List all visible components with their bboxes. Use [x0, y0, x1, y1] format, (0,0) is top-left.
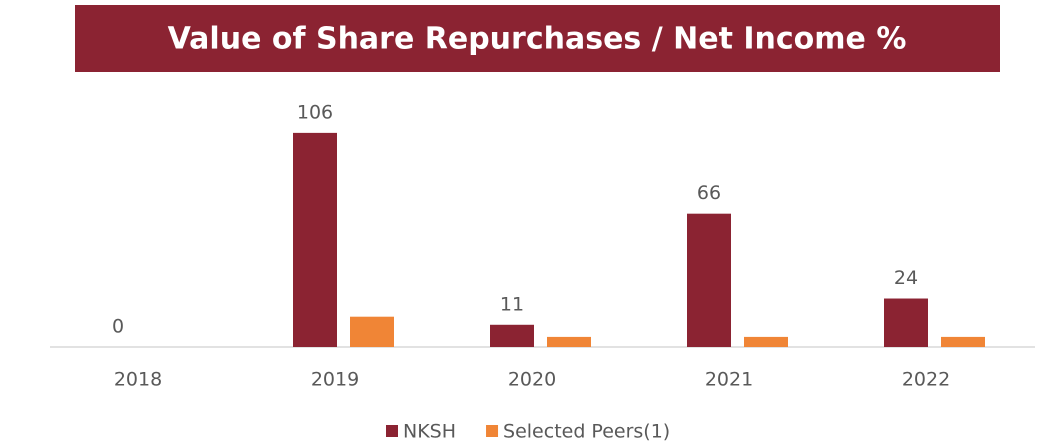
bar: [941, 336, 985, 347]
bar: [687, 213, 731, 347]
data-label: 66: [697, 182, 721, 204]
bar: [490, 324, 534, 347]
bar: [293, 132, 337, 347]
x-tick-label: 2022: [902, 369, 950, 391]
legend-swatch: [386, 425, 398, 437]
title-banner: [75, 5, 1000, 72]
bar: [547, 336, 591, 347]
data-label: 11: [500, 293, 524, 315]
bar: [884, 298, 928, 347]
x-tick-label: 2020: [508, 369, 556, 391]
x-tick-label: 2018: [114, 369, 162, 391]
data-label: 106: [297, 101, 333, 123]
legend-swatch: [486, 425, 499, 437]
bar: [744, 336, 788, 347]
x-tick-label: 2021: [705, 369, 753, 391]
legend-label: NKSH: [403, 421, 456, 443]
chart-title: Value of Share Repurchases / Net Income …: [168, 22, 907, 57]
data-label: 0: [112, 316, 124, 338]
x-tick-label: 2019: [311, 369, 359, 391]
bar: [350, 316, 394, 347]
legend-label: Selected Peers(1): [503, 421, 670, 443]
data-label: 24: [894, 267, 918, 289]
